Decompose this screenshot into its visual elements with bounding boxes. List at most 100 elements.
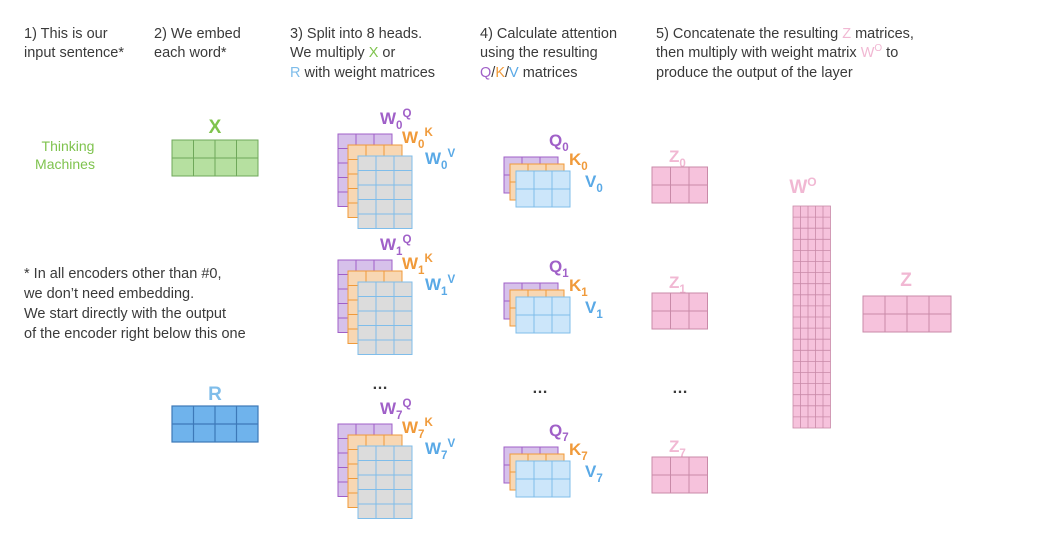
z-label-0-base: Z — [669, 147, 679, 166]
wv-label-7-base: W — [425, 439, 442, 458]
z-output-label: Z — [900, 270, 912, 291]
wv-label-1-base: W — [425, 275, 442, 294]
x-embedding-matrix — [171, 139, 259, 177]
step3-line1: 3) Split into 8 heads. — [290, 26, 422, 42]
wk-label-0-base: W — [402, 128, 419, 147]
z-matrix-1 — [651, 292, 708, 330]
k-label-7: K7 — [569, 440, 588, 463]
x-matrix-grid — [171, 139, 259, 177]
wo-grid — [792, 205, 831, 429]
k-label-0: K0 — [569, 150, 588, 173]
z-label-0: Z0 — [669, 147, 686, 170]
step3-r: R — [290, 65, 300, 81]
step3-line2-post: or — [378, 45, 395, 61]
q-label-0-sub: 0 — [562, 142, 568, 154]
wv-matrix-1-body — [357, 281, 413, 355]
k-label-1-base: K — [569, 276, 582, 295]
wv-label-0: W0V — [425, 148, 455, 172]
step4-v: V — [509, 65, 519, 81]
input-word-thinking: Thinking — [42, 138, 95, 154]
step4-line3: Q/K/V matrices — [480, 65, 578, 81]
k-label-7-base: K — [569, 440, 582, 459]
z-label-1: Z1 — [669, 273, 686, 296]
wv-label-7-sup: V — [447, 438, 455, 450]
wv-matrix-7 — [357, 445, 413, 519]
x-label: X — [209, 117, 222, 138]
r-matrix-grid — [171, 405, 259, 443]
wv-label-7-sub: 7 — [441, 450, 447, 462]
v-label-7: V7 — [585, 462, 603, 485]
footnote-line4: of the encoder right below this one — [24, 326, 246, 342]
step5-line2: then multiply with weight matrix WO to — [656, 43, 898, 61]
v-label-7-base: V — [585, 462, 597, 481]
wk-label-0-sub: 0 — [418, 139, 424, 151]
wk-label-0: W0K — [402, 127, 433, 151]
q-label-1-sub: 1 — [562, 268, 569, 280]
q-label-7-base: Q — [549, 421, 562, 440]
step5-z: Z — [842, 26, 851, 42]
wo-label-sup: O — [807, 175, 816, 189]
wo-label: WO — [789, 175, 816, 198]
step4-k: K — [495, 65, 505, 81]
input-word-machines: Machines — [35, 156, 95, 172]
wq-label-1-sup: Q — [402, 234, 411, 246]
wv-matrix-1 — [357, 281, 413, 355]
step4-slash1: / — [491, 65, 496, 81]
footnote-line1: * In all encoders other than #0, — [24, 266, 222, 282]
z-out-grid — [862, 295, 952, 333]
wq-label-7-sub: 7 — [396, 410, 402, 422]
k-label-0-sub: 0 — [581, 161, 587, 173]
step5-w: W — [861, 45, 875, 61]
r-embedding-matrix — [171, 405, 259, 443]
wq-label-1: W1Q — [380, 234, 411, 258]
step5-line1-post: matrices, — [851, 26, 914, 42]
wv-label-1-sub: 1 — [441, 286, 448, 298]
wq-label-0: W0Q — [380, 108, 411, 132]
step4-slash2: / — [505, 65, 510, 81]
wq-label-7-sup: Q — [402, 398, 411, 410]
q-label-0: Q0 — [549, 131, 569, 154]
wq-label-1-sub: 1 — [396, 246, 403, 258]
wq-label-7-base: W — [380, 399, 397, 418]
q-label-7-sub: 7 — [562, 432, 568, 444]
footnote-line3: We start directly with the output — [24, 306, 226, 322]
k-label-1-sub: 1 — [581, 287, 588, 299]
v-label-7-sub: 7 — [596, 473, 602, 485]
wk-label-1-sup: K — [424, 253, 433, 265]
v-label-0-base: V — [585, 172, 597, 191]
q-label-0-base: Q — [549, 131, 562, 150]
k-label-1: K1 — [569, 276, 588, 299]
wv-matrix-0 — [357, 155, 413, 229]
step2-line1: 2) We embed — [154, 26, 241, 42]
wv-matrix-0-body — [357, 155, 413, 229]
step5-line2-pre: then multiply with weight matrix — [656, 45, 861, 61]
wq-label-1-base: W — [380, 235, 397, 254]
wk-label-7-base: W — [402, 418, 419, 437]
z-label-7-base: Z — [669, 437, 679, 456]
step4-line1: 4) Calculate attention — [480, 26, 617, 42]
wq-label-7: W7Q — [380, 398, 411, 422]
step5-line1: 5) Concatenate the resulting Z matrices, — [656, 26, 914, 42]
step4-line2: using the resulting — [480, 45, 598, 61]
z-label-1-sub: 1 — [679, 284, 686, 296]
wo-weight-matrix — [792, 205, 831, 429]
wk-label-7-sub: 7 — [418, 429, 424, 441]
wv-label-1: W1V — [425, 274, 455, 298]
wk-label-1-sub: 1 — [418, 265, 425, 277]
ellipsis-qkv: … — [532, 380, 548, 397]
q-label-1: Q1 — [549, 257, 569, 280]
v-matrix-0 — [515, 170, 571, 208]
wv-matrix-7-body — [357, 445, 413, 519]
z-output-matrix — [862, 295, 952, 333]
z-label-0-sub: 0 — [679, 158, 685, 170]
wq-label-0-sub: 0 — [396, 120, 402, 132]
ellipsis-weights: … — [372, 376, 388, 393]
v-label-0: V0 — [585, 172, 603, 195]
r-label: R — [208, 384, 222, 405]
attention-heads: W0QW0KW0VQ0K0V0Z0W1QW1KW1VQ1K1V1Z1W7QW7K… — [337, 108, 708, 519]
v-matrix-1 — [515, 296, 571, 334]
ellipsis-z: … — [672, 380, 688, 397]
